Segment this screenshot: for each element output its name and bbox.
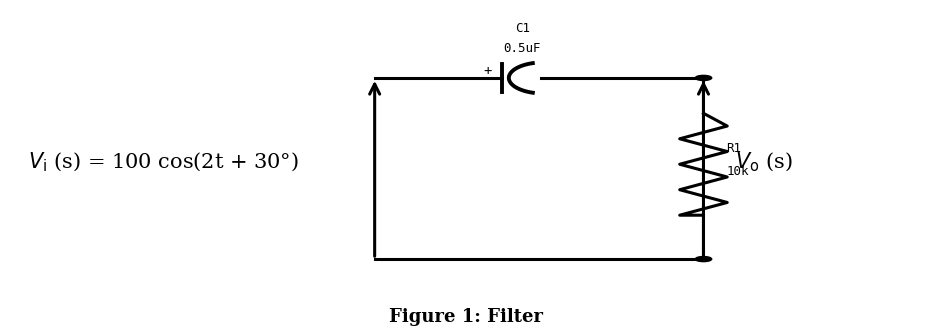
Text: R1: R1 — [726, 142, 741, 155]
Text: $V_{\mathrm{o}}$ (s): $V_{\mathrm{o}}$ (s) — [735, 151, 793, 174]
Text: C1: C1 — [514, 22, 529, 35]
Text: 10k: 10k — [726, 165, 748, 178]
Circle shape — [695, 75, 712, 81]
Circle shape — [695, 256, 712, 262]
Text: $V_{\mathrm{i}}$ (s) = 100 cos(2t + 30°): $V_{\mathrm{i}}$ (s) = 100 cos(2t + 30°) — [28, 151, 298, 174]
Text: +: + — [484, 64, 492, 78]
Text: 0.5uF: 0.5uF — [503, 42, 541, 55]
Text: Figure 1: Filter: Figure 1: Filter — [389, 308, 543, 326]
